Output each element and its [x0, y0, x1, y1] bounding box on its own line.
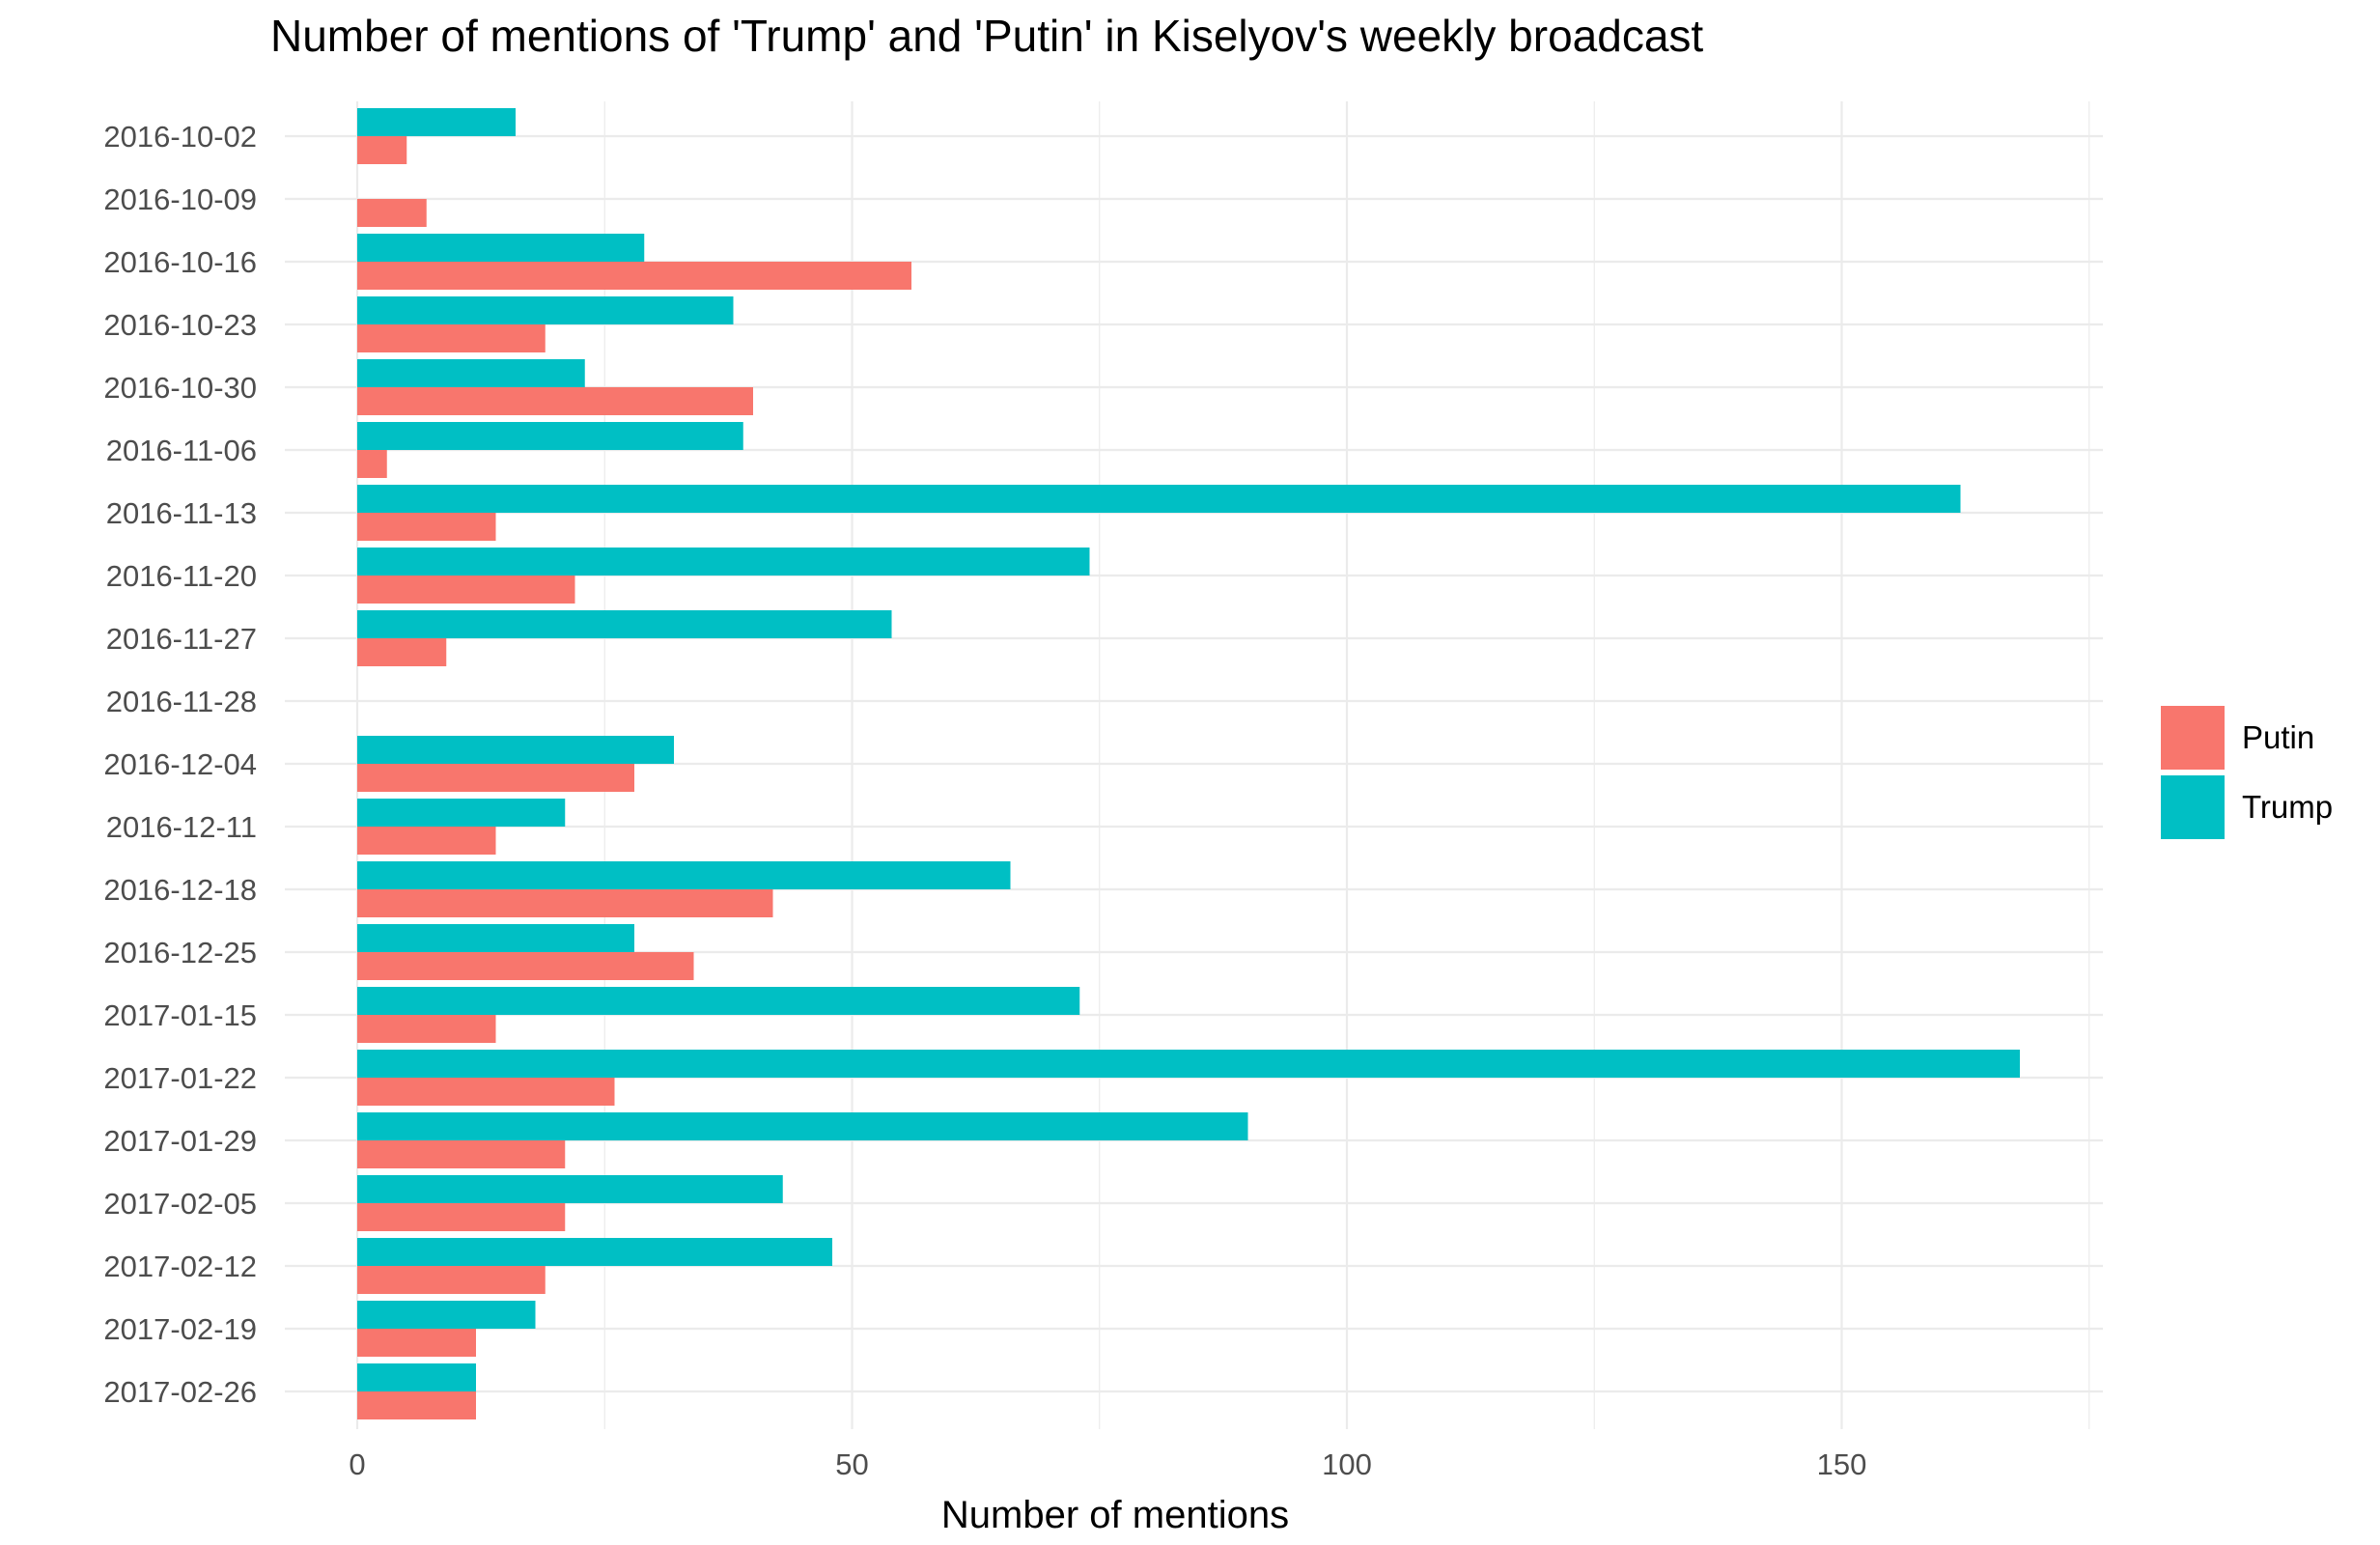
- bar-trump: [357, 108, 516, 136]
- bar-trump: [357, 296, 734, 324]
- bar-putin: [357, 889, 773, 917]
- bar-trump: [357, 610, 892, 638]
- y-tick-labels: 2016-10-02 2016-10-09 2016-10-16 2016-10-23…: [103, 120, 257, 1409]
- y-tick-label: 2016-10-02: [103, 120, 257, 154]
- bar-trump: [357, 1050, 2020, 1078]
- y-tick-label: 2016-12-04: [103, 747, 257, 781]
- y-tick-label: 2016-11-20: [106, 559, 257, 593]
- bar-putin: [357, 450, 387, 478]
- bar-putin: [357, 827, 496, 855]
- legend-label: Putin: [2242, 719, 2315, 755]
- y-tick-label: 2016-11-13: [106, 496, 257, 530]
- bar-trump: [357, 1175, 783, 1203]
- y-tick-label: 2016-10-30: [103, 371, 257, 405]
- legend-item: Putin: [2161, 703, 2333, 772]
- y-tick-label: 2017-02-26: [103, 1375, 257, 1409]
- bar-putin: [357, 513, 496, 541]
- bar-putin: [357, 1329, 476, 1357]
- y-tick-label: 2016-11-27: [106, 622, 257, 656]
- bar-trump: [357, 861, 1011, 889]
- legend: Putin Trump: [2161, 703, 2333, 842]
- y-tick-label: 2017-02-05: [103, 1187, 257, 1221]
- bar-putin: [357, 387, 753, 415]
- y-tick-label: 2017-02-12: [103, 1250, 257, 1283]
- legend-label: Trump: [2242, 789, 2334, 825]
- bar-putin: [357, 764, 634, 792]
- bar-trump: [357, 1363, 476, 1391]
- bar-trump: [357, 234, 645, 262]
- bar-putin: [357, 952, 694, 980]
- bar-trump: [357, 485, 1961, 513]
- bar-putin: [357, 1266, 546, 1294]
- y-tick-label: 2017-01-22: [103, 1061, 257, 1095]
- bar-putin: [357, 1203, 566, 1231]
- y-tick-label: 2016-11-06: [106, 434, 257, 467]
- x-tick-labels: 0 50 100 150: [349, 1447, 1866, 1481]
- y-tick-label: 2017-02-19: [103, 1312, 257, 1346]
- bar-putin: [357, 262, 911, 290]
- x-tick-label: 150: [1817, 1447, 1867, 1481]
- x-tick-label: 0: [349, 1447, 365, 1481]
- bar-trump: [357, 422, 743, 450]
- bar-trump: [357, 924, 634, 952]
- y-tick-label: 2016-12-25: [103, 936, 257, 969]
- y-tick-label: 2016-10-16: [103, 245, 257, 279]
- y-tick-label: 2016-12-18: [103, 873, 257, 907]
- bar-trump: [357, 1238, 832, 1266]
- bar-putin: [357, 1078, 615, 1106]
- y-tick-label: 2016-10-09: [103, 183, 257, 216]
- bar-trump: [357, 548, 1090, 576]
- bar-putin: [357, 324, 546, 352]
- bar-trump: [357, 1301, 536, 1329]
- y-tick-label: 2016-12-11: [106, 810, 257, 844]
- bar-trump: [357, 736, 674, 764]
- y-tick-label: 2016-10-23: [103, 308, 257, 342]
- bar-trump: [357, 1112, 1248, 1140]
- bar-putin: [357, 638, 447, 666]
- bar-trump: [357, 799, 566, 827]
- x-axis-title: Number of mentions: [941, 1494, 1289, 1536]
- bar-putin: [357, 1391, 476, 1419]
- bars: [357, 108, 2020, 1419]
- legend-item: Trump: [2161, 772, 2333, 842]
- x-tick-label: 50: [835, 1447, 868, 1481]
- y-tick-label: 2016-11-28: [106, 685, 257, 718]
- x-tick-label: 100: [1322, 1447, 1372, 1481]
- y-tick-label: 2017-01-29: [103, 1124, 257, 1158]
- bar-putin: [357, 1140, 566, 1168]
- bar-putin: [357, 1015, 496, 1043]
- chart-title: Number of mentions of 'Trump' and 'Putin…: [270, 11, 1704, 61]
- legend-swatch: [2161, 706, 2225, 770]
- y-tick-label: 2017-01-15: [103, 998, 257, 1032]
- bar-putin: [357, 199, 427, 227]
- bar-putin: [357, 576, 575, 604]
- bar-trump: [357, 359, 585, 387]
- legend-swatch: [2161, 775, 2225, 839]
- bar-trump: [357, 987, 1080, 1015]
- bar-putin: [357, 136, 407, 164]
